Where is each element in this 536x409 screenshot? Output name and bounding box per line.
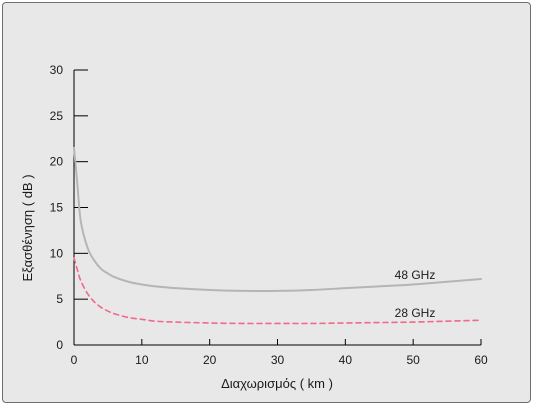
y-tick-label: 0: [56, 338, 63, 352]
x-tick-label: 10: [135, 353, 149, 367]
chart-labels: Διαχωρισμός ( km ) Εξασθένηση ( dB ) 48 …: [20, 174, 435, 391]
x-tick-label: 50: [406, 353, 420, 367]
chart-series: [73, 146, 482, 325]
series-line-48ghz: [73, 146, 482, 293]
x-tick-label: 60: [474, 353, 488, 367]
chart-ticks: 0 10 20 30 40 50 60 0 5 10 15 20 25 30: [50, 63, 488, 367]
chart-frame: [2, 2, 531, 403]
x-tick-label: 30: [271, 353, 285, 367]
y-tick-label: 15: [50, 201, 64, 215]
y-tick-label: 25: [50, 109, 64, 123]
x-tick-label: 20: [203, 353, 217, 367]
series-label-48ghz: 48 GHz: [395, 268, 436, 282]
series-label-28ghz: 28 GHz: [395, 306, 436, 320]
chart-axes: [73, 70, 481, 346]
y-tick-label: 5: [56, 292, 63, 306]
y-axis-title: Εξασθένηση ( dB ): [20, 174, 35, 281]
y-tick-label: 10: [50, 246, 64, 260]
series-line-28ghz: [73, 257, 482, 325]
y-tick-label: 20: [50, 155, 64, 169]
y-tick-label: 30: [50, 63, 64, 77]
x-tick-label: 40: [339, 353, 353, 367]
x-axis-title: Διαχωρισμός ( km ): [221, 376, 333, 391]
x-tick-label: 0: [71, 353, 78, 367]
